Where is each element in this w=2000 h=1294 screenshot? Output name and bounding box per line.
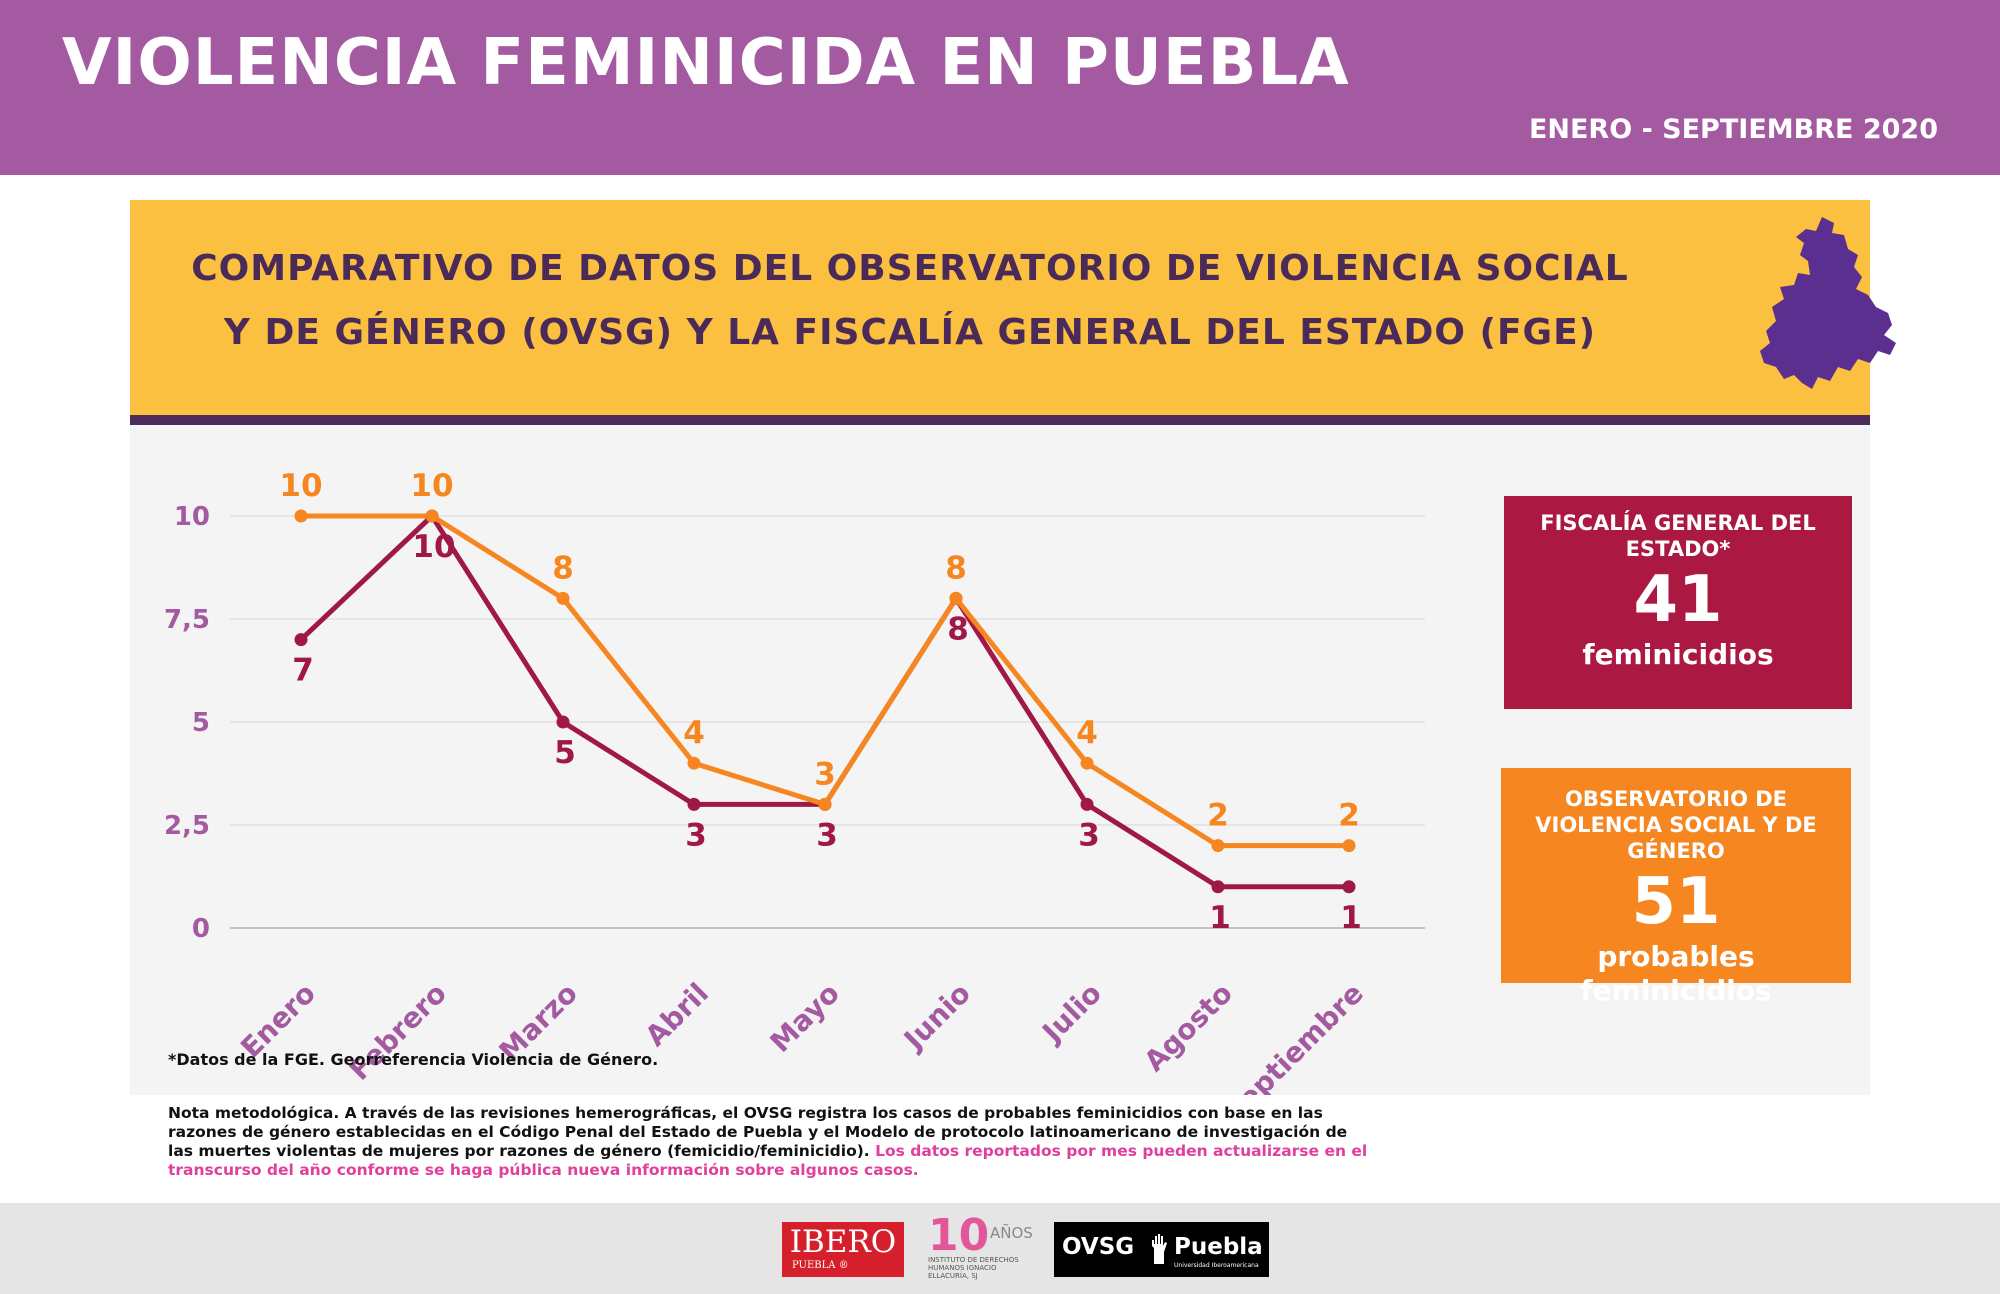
ibero-logo-sub: PUEBLA ® — [792, 1260, 849, 1271]
data-label-ovsg: 3 — [814, 756, 836, 792]
header: VIOLENCIA FEMINICIDA EN PUEBLA ENERO - S… — [0, 0, 2000, 175]
data-point-ovsg — [425, 509, 439, 523]
methodology-note: Nota metodológica. A través de las revis… — [168, 1104, 1368, 1180]
data-label-ovsg: 2 — [1338, 798, 1360, 834]
data-point-ovsg — [1342, 839, 1356, 853]
data-label-fge: 7 — [292, 653, 314, 689]
date-range: ENERO - SEPTIEMBRE 2020 — [1528, 114, 1938, 145]
data-point-fge — [1080, 797, 1094, 811]
ovsg-logo-right: Puebla — [1174, 1234, 1263, 1260]
data-point-ovsg — [949, 591, 963, 605]
methodology-text: Nota metodológica. A través de las revis… — [168, 1104, 1348, 1160]
data-label-fge: 3 — [1078, 817, 1100, 853]
puebla-map-icon — [1760, 217, 1896, 389]
ovsg-box-value: 51 — [1631, 865, 1721, 939]
data-label-fge: 3 — [816, 817, 838, 853]
data-point-ovsg — [556, 591, 570, 605]
idhie-logo: 10 AÑOS INSTITUTO DE DERECHOS HUMANOS IG… — [926, 1210, 1036, 1288]
x-tick-label: Septiembre — [1217, 977, 1370, 1095]
chart-banner: COMPARATIVO DE DATOS DEL OBSERVATORIO DE… — [130, 200, 1896, 415]
banner-title-line-2: Y DE GÉNERO (OVSG) Y LA FISCALÍA GENERAL… — [223, 312, 1597, 353]
page-title: VIOLENCIA FEMINICIDA EN PUEBLA — [62, 26, 1350, 100]
fge-summary-box: FISCALÍA GENERAL DEL ESTADO* 41 feminici… — [1504, 496, 1852, 709]
data-label-ovsg: 2 — [1207, 798, 1229, 834]
ovsg-summary-box: OBSERVATORIO DE VIOLENCIA SOCIAL Y DE GÉ… — [1501, 768, 1851, 1007]
series-line-ovsg — [298, 513, 1352, 849]
ovsg-box-title: OBSERVATORIO DE VIOLENCIA SOCIAL Y DE GÉ… — [1535, 787, 1817, 863]
y-tick-label: 7,5 — [164, 605, 210, 635]
data-point-fge — [687, 797, 701, 811]
data-label-fge: 8 — [947, 611, 969, 647]
ovsg-logo-sub: Universidad Iberoamericana — [1174, 1262, 1259, 1269]
y-tick-label: 2,5 — [164, 811, 210, 841]
footnote: *Datos de la FGE. Georreferencia Violenc… — [168, 1050, 659, 1069]
data-label-fge: 5 — [554, 735, 576, 771]
hand-icon — [1152, 1234, 1167, 1264]
data-label-ovsg: 8 — [945, 550, 967, 586]
data-label-fge: 10 — [412, 529, 455, 565]
data-point-ovsg — [687, 756, 701, 770]
data-label-ovsg: 8 — [552, 550, 574, 586]
ibero-logo-name: IBERO — [789, 1224, 897, 1260]
data-label-ovsg: 10 — [410, 468, 453, 504]
data-label-fge: 1 — [1340, 900, 1362, 936]
x-tick-label: Agosto — [1138, 977, 1239, 1078]
data-point-fge — [1342, 880, 1356, 894]
data-label-ovsg: 10 — [279, 468, 322, 504]
data-point-ovsg — [818, 797, 832, 811]
data-label-ovsg: 4 — [683, 715, 705, 751]
data-point-ovsg — [1211, 839, 1225, 853]
data-point-ovsg — [1080, 756, 1094, 770]
idhie-logo-anos: AÑOS — [990, 1224, 1033, 1242]
ovsg-puebla-logo: OVSG Puebla Universidad Iberoamericana — [1054, 1222, 1269, 1277]
footer-bar — [0, 1203, 2000, 1294]
idhie-logo-text: INSTITUTO DE DERECHOS HUMANOS IGNACIO EL… — [928, 1256, 1019, 1280]
data-point-fge — [294, 633, 308, 647]
x-tick-label: Julio — [1035, 977, 1108, 1050]
data-label-fge: 1 — [1209, 900, 1231, 936]
ovsg-logo-left: OVSG — [1062, 1234, 1135, 1260]
ibero-logo: IBERO PUEBLA ® — [782, 1222, 904, 1277]
x-tick-label: Mayo — [764, 977, 846, 1059]
x-tick-label: Junio — [896, 977, 977, 1058]
idhie-logo-number: 10 — [928, 1210, 990, 1261]
data-point-fge — [556, 715, 570, 729]
y-tick-label: 0 — [192, 914, 210, 944]
methodology-highlight: Los datos reportados por mes pueden actu… — [168, 1142, 1368, 1179]
fge-box-title: FISCALÍA GENERAL DEL ESTADO* — [1540, 511, 1816, 561]
banner-divider — [130, 415, 1870, 425]
data-label-ovsg: 4 — [1076, 715, 1098, 751]
data-point-ovsg — [294, 509, 308, 523]
data-point-fge — [1211, 880, 1225, 894]
x-tick-label: Abril — [639, 977, 715, 1053]
fge-box-value: 41 — [1633, 563, 1723, 637]
ovsg-box-unit: probables feminicidios — [1580, 940, 1772, 1007]
y-tick-label: 5 — [192, 708, 210, 738]
x-tick-label: Febrero — [343, 977, 453, 1087]
data-label-fge: 3 — [685, 817, 707, 853]
y-tick-label: 10 — [174, 502, 210, 532]
fge-box-unit: feminicidios — [1582, 638, 1774, 671]
banner-title-line-1: COMPARATIVO DE DATOS DEL OBSERVATORIO DE… — [191, 248, 1629, 289]
